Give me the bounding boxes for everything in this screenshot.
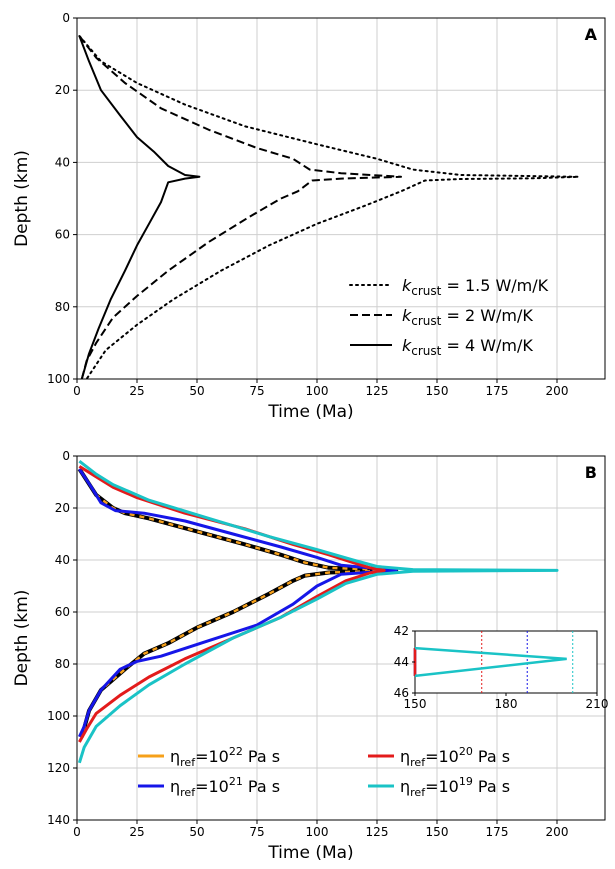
series-line-outline xyxy=(77,467,399,738)
x-tick-label: 100 xyxy=(306,384,329,398)
panel-a-frame xyxy=(76,17,606,380)
inset-x-tick-label: 180 xyxy=(495,697,518,711)
x-tick-label: 200 xyxy=(546,825,569,839)
y-tick-label: 40 xyxy=(55,553,70,567)
series-line xyxy=(78,468,397,738)
x-tick-label: 0 xyxy=(73,825,81,839)
inset-x-tick-label: 150 xyxy=(404,697,427,711)
legend-label: ηref=1019 Pa s xyxy=(400,775,510,799)
x-tick-label: 150 xyxy=(426,825,449,839)
legend-label: ηref=1022 Pa s xyxy=(170,745,280,769)
inset-y-tick-label: 44 xyxy=(394,655,409,669)
x-tick-label: 75 xyxy=(249,825,264,839)
series-line xyxy=(78,35,580,380)
panel-b-inset: 150 180 210 42 44 46 xyxy=(394,624,609,711)
series-line xyxy=(78,35,402,380)
y-tick-label: 120 xyxy=(47,761,70,775)
panel-b-x-axis-label: Time (Ma) xyxy=(267,843,353,863)
x-tick-label: 150 xyxy=(426,384,449,398)
legend-label: kcrust = 4 W/m/K xyxy=(402,336,533,358)
inset-x-tick-label: 210 xyxy=(586,697,609,711)
y-tick-label: 60 xyxy=(55,228,70,242)
panel-b-series xyxy=(77,460,559,764)
x-tick-label: 125 xyxy=(366,825,389,839)
x-tick-label: 125 xyxy=(366,384,389,398)
y-tick-label: 100 xyxy=(47,372,70,386)
x-tick-label: 25 xyxy=(129,825,144,839)
y-tick-label: 80 xyxy=(55,657,70,671)
panel-b-legend: ηref=1022 Pa s ηref=1021 Pa s ηref=1020 Pa… xyxy=(138,745,510,799)
x-tick-label: 50 xyxy=(189,384,204,398)
inset-frame xyxy=(414,630,598,694)
legend-label: ηref=1021 Pa s xyxy=(170,775,280,799)
panel-a: 0 25 50 75 100 125 150 175 200 0 20 40 60 80 100 Time … xyxy=(12,11,606,422)
y-tick-label: 80 xyxy=(55,300,70,314)
panel-a-y-axis-label: Depth (km) xyxy=(12,150,32,247)
y-tick-label: 40 xyxy=(55,155,70,169)
x-tick-label: 200 xyxy=(546,384,569,398)
panel-a-legend: kcrust = 1.5 W/m/K kcrust = 2 W/m/K kcrust… xyxy=(349,276,549,358)
y-tick-label: 20 xyxy=(55,83,70,97)
x-tick-label: 175 xyxy=(486,384,509,398)
legend-label: ηref=1020 Pa s xyxy=(400,745,510,769)
inset-series-line xyxy=(414,646,567,678)
x-tick-label: 175 xyxy=(486,825,509,839)
series-line xyxy=(78,35,201,380)
series-line xyxy=(77,460,559,764)
panel-b-y-axis-label: Depth (km) xyxy=(12,590,32,687)
y-tick-label: 20 xyxy=(55,501,70,515)
panel-b-label: B xyxy=(585,463,597,482)
x-tick-label: 75 xyxy=(249,384,264,398)
y-tick-label: 0 xyxy=(62,11,70,25)
panel-a-x-axis-label: Time (Ma) xyxy=(267,402,353,422)
x-tick-label: 100 xyxy=(306,825,329,839)
panel-a-ticks: 0 25 50 75 100 125 150 175 200 0 20 40 60 80 100 xyxy=(47,11,568,398)
inset-y-tick-label: 46 xyxy=(394,686,409,700)
y-tick-label: 0 xyxy=(62,449,70,463)
panel-b-ticks: 0 25 50 75 100 125 150 175 200 0 20 40 60 80 100 120 140 xyxy=(47,449,568,839)
y-tick-label: 60 xyxy=(55,605,70,619)
x-tick-label: 25 xyxy=(129,384,144,398)
legend-label: kcrust = 1.5 W/m/K xyxy=(402,276,549,298)
panel-b-frame xyxy=(76,455,606,821)
x-tick-label: 0 xyxy=(73,384,81,398)
panel-b: 0 25 50 75 100 125 150 175 200 0 20 40 60 80 100 120 140… xyxy=(12,449,608,863)
y-tick-label: 140 xyxy=(47,813,70,827)
inset-y-tick-label: 42 xyxy=(394,624,409,638)
y-tick-label: 100 xyxy=(47,709,70,723)
series-line xyxy=(78,468,398,738)
legend-label: kcrust = 2 W/m/K xyxy=(402,306,533,328)
panel-a-series xyxy=(78,35,580,380)
panel-a-label: A xyxy=(585,25,598,44)
x-tick-label: 50 xyxy=(189,825,204,839)
